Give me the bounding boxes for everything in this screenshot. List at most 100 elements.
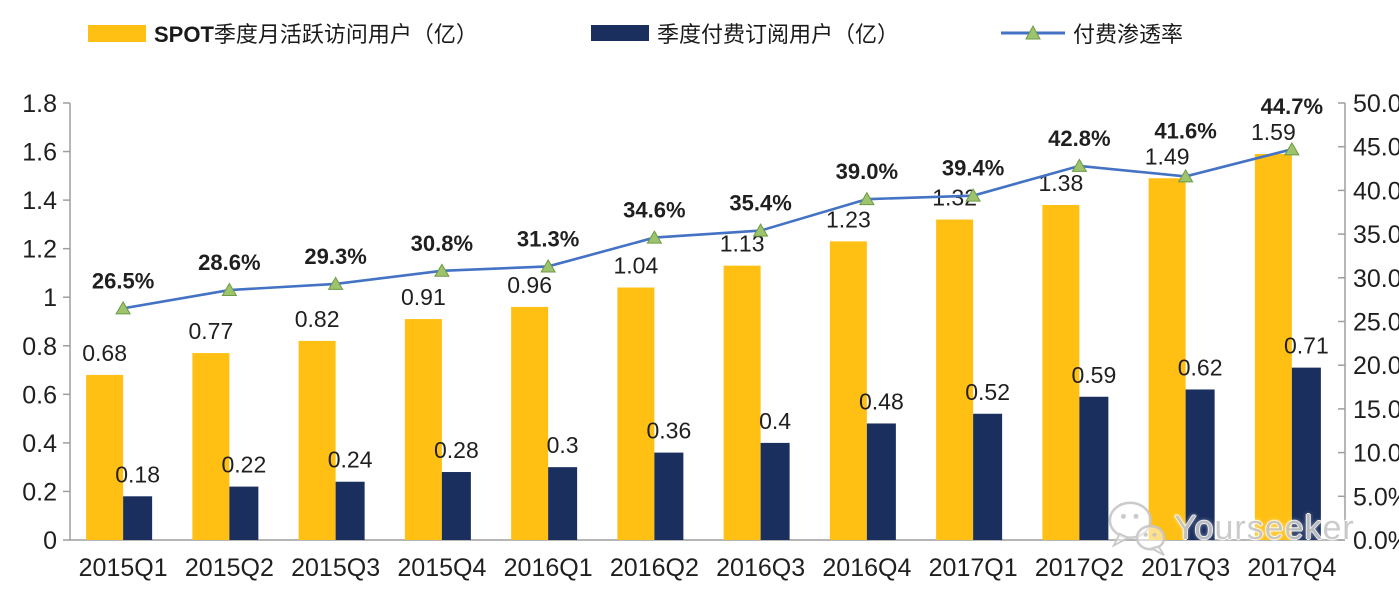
bar-mau — [829, 241, 867, 540]
bar-mau — [1254, 153, 1292, 540]
watermark-text: Yourseeker — [1174, 508, 1355, 547]
bar-subs — [760, 442, 790, 540]
x-axis-category-label: 2015Q3 — [291, 554, 380, 582]
penetration-labels: 26.5% 28.6% 29.3% 30.8% 31.3% 34.6% 35.4% 39.0%… — [92, 94, 1323, 293]
right-axis-tick-label: 30.0% — [1353, 265, 1399, 293]
left-axis-tick-label: 0.6 — [22, 381, 57, 409]
penetration-percent-label: 29.3% — [304, 244, 366, 269]
subs-value-label: 0.28 — [434, 437, 479, 463]
bar-subs — [335, 481, 365, 540]
penetration-percent-label: 28.6% — [198, 250, 260, 275]
bar-mau — [298, 340, 336, 540]
mau-value-label: 0.91 — [401, 284, 446, 310]
left-axis-tick-label: 0.8 — [22, 333, 57, 361]
left-axis-tick-label: 1 — [43, 284, 57, 312]
legend-item-penetration: 付费渗透率 — [1001, 18, 1183, 48]
bar-subs — [1079, 396, 1109, 540]
line-marker — [327, 276, 344, 290]
line-marker — [115, 300, 131, 315]
x-axis-category-label: 2016Q1 — [504, 554, 593, 582]
x-axis-category-label: 2015Q4 — [397, 554, 486, 582]
x-axis-category-label: 2015Q2 — [185, 554, 274, 582]
bar-subs — [441, 472, 471, 540]
bar-subs — [866, 423, 896, 540]
subs-value-label: 0.62 — [1178, 354, 1223, 380]
bar-subs — [229, 486, 259, 540]
axes — [63, 102, 1346, 541]
subs-value-label: 0.4 — [759, 408, 791, 434]
legend-label-subs: 季度付费订阅用户（亿） — [657, 22, 900, 47]
bar-mau — [1148, 178, 1186, 540]
bar-subs — [1291, 367, 1321, 540]
bar-subs — [123, 496, 153, 540]
x-axis-category-label: 2017Q2 — [1035, 554, 1124, 582]
bar-subs — [973, 413, 1003, 540]
left-axis-tick-label: 1.2 — [22, 236, 57, 264]
subs-value-label: 0.22 — [221, 452, 266, 478]
penetration-percent-label: 30.8% — [411, 231, 473, 256]
mau-value-label: 1.59 — [1251, 119, 1296, 145]
line-marker — [434, 263, 450, 277]
right-axis-tick-label: 20.0% — [1353, 352, 1399, 380]
wechat-icon — [1108, 501, 1166, 556]
left-axis-tick-label: 1.6 — [22, 139, 57, 167]
bar-value-labels: 0.680.77 0.820.91 0.961.041.131.231.321.38… — [82, 119, 1329, 487]
bar-mau — [404, 319, 442, 540]
mau-value-label: 1.23 — [826, 206, 871, 232]
bar-subs — [1185, 389, 1215, 540]
subs-value-label: 0.18 — [115, 461, 160, 487]
mau-swatch — [88, 24, 146, 42]
mau-value-label: 1.38 — [1038, 170, 1083, 196]
axis-tick-labels: 0 0.2 0.4 0.6 0.8 1 1.2 1.4 1.6 1.8 0.0% 5.0% 10.0% 1… — [22, 90, 1399, 582]
bar-mau — [617, 287, 655, 540]
subs-value-label: 0.36 — [646, 418, 691, 444]
left-axis-tick-label: 0.2 — [22, 478, 57, 506]
right-axis-tick-label: 25.0% — [1353, 309, 1399, 337]
right-axis-tick-label: 45.0% — [1353, 134, 1399, 162]
line-marker — [540, 258, 556, 273]
left-axis-tick-label: 0 — [43, 527, 57, 555]
line-marker — [965, 188, 981, 202]
right-axis-tick-label: 40.0% — [1353, 177, 1399, 205]
line-marker — [646, 230, 663, 244]
subs-value-label: 0.48 — [859, 388, 904, 414]
subs-value-label: 0.52 — [965, 379, 1010, 405]
mau-value-label: 0.82 — [295, 306, 340, 332]
right-axis-tick-label: 35.0% — [1353, 221, 1399, 249]
x-axis-category-label: 2016Q3 — [716, 554, 805, 582]
right-axis-tick-label: 0.0% — [1353, 527, 1399, 555]
x-axis-category-label: 2015Q1 — [79, 554, 168, 582]
penetration-percent-label: 39.0% — [836, 159, 898, 184]
x-axis-category-label: 2016Q4 — [822, 554, 911, 582]
right-axis-tick-label: 50.0% — [1353, 90, 1399, 118]
legend-label-mau: SPOT季度月活跃访问用户（亿） — [154, 22, 478, 47]
bar-mau — [192, 353, 230, 540]
watermark: Yourseeker — [1106, 498, 1355, 558]
subs-value-label: 0.24 — [328, 447, 373, 473]
line-marker — [1071, 158, 1088, 172]
mau-value-label: 0.77 — [188, 318, 233, 344]
penetration-percent-label: 41.6% — [1154, 118, 1216, 143]
x-axis-category-label: 2016Q2 — [610, 554, 699, 582]
subs-value-label: 0.59 — [1071, 362, 1116, 388]
mau-value-label: 1.04 — [613, 253, 658, 279]
line-marker — [752, 223, 769, 237]
legend-label-mau-prefix: SPOT — [154, 22, 214, 47]
mau-value-label: 0.68 — [82, 340, 127, 366]
bar-subs — [654, 452, 684, 540]
left-axis-tick-label: 1.4 — [22, 187, 57, 215]
mau-value-label: 1.49 — [1145, 143, 1190, 169]
penetration-percent-label: 42.8% — [1048, 126, 1110, 151]
x-axis-category-label: 2017Q1 — [929, 554, 1018, 582]
bar-mau — [1042, 204, 1080, 540]
penetration-percent-label: 26.5% — [92, 268, 154, 293]
penetration-percent-label: 31.3% — [517, 226, 579, 251]
left-axis-tick-label: 1.8 — [22, 90, 57, 118]
left-axis-tick-label: 0.4 — [22, 430, 57, 458]
right-axis-tick-label: 10.0% — [1353, 440, 1399, 468]
subs-value-label: 0.3 — [547, 432, 579, 458]
x-axis-category-label: 2017Q4 — [1247, 554, 1336, 582]
right-axis-tick-label: 15.0% — [1353, 396, 1399, 424]
